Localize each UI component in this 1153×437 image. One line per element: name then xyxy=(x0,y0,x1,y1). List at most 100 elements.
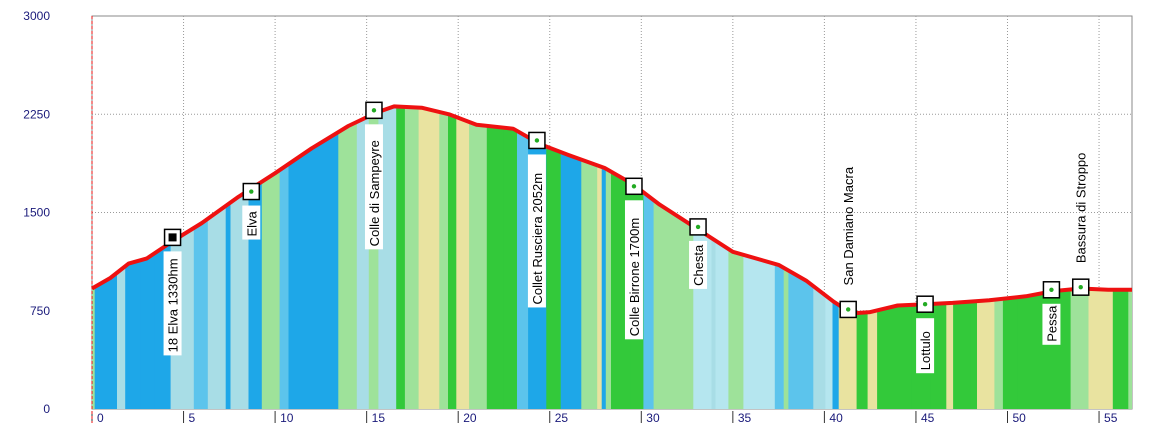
waypoint[interactable]: Pessa xyxy=(1042,281,1061,345)
x-tick-label: 25 xyxy=(555,411,569,425)
surface-stripe xyxy=(396,106,406,409)
surface-stripe xyxy=(279,106,290,409)
surface-stripe xyxy=(503,106,518,409)
waypoint-label: San Damiano Macra xyxy=(841,166,856,285)
surface-stripe xyxy=(225,106,232,409)
surface-stripe xyxy=(338,106,354,409)
waypoint[interactable]: Collet Rusciera 2052m xyxy=(527,131,546,308)
surface-stripe xyxy=(643,106,655,409)
waypoint-label-bg xyxy=(527,154,546,308)
surface-stripe xyxy=(429,106,440,409)
waypoint-label: Lottulo xyxy=(918,331,933,370)
surface-stripe xyxy=(573,106,582,409)
surface-stripe xyxy=(560,106,574,409)
surface-stripe xyxy=(368,106,380,409)
surface-stripe xyxy=(353,106,358,409)
surface-stripe xyxy=(1032,106,1040,409)
waypoint-marker-dot xyxy=(534,138,540,143)
surface-stripe xyxy=(378,106,397,409)
surface-stripe xyxy=(448,106,457,409)
waypoint-marker-dot xyxy=(845,307,851,312)
surface-stripe xyxy=(676,106,694,409)
waypoint-label-bg xyxy=(364,124,383,250)
surface-stripe xyxy=(305,106,311,409)
surface-stripe xyxy=(179,106,195,409)
waypoint-marker-dot xyxy=(249,189,254,194)
surface-stripe xyxy=(791,106,805,409)
y-tick-label: 1500 xyxy=(23,206,50,220)
surface-stripe xyxy=(486,106,505,409)
elevation-line xyxy=(91,104,1132,316)
waypoint-marker-dot xyxy=(922,302,928,307)
surface-stripe xyxy=(517,106,529,409)
x-tick-label: 15 xyxy=(372,411,386,425)
waypoint-label: Chesta xyxy=(691,244,706,286)
waypoint-label-bg xyxy=(242,205,261,240)
waypoint-label-bg xyxy=(916,318,935,374)
x-tick-label: 5 xyxy=(189,411,196,425)
waypoint-label-bg xyxy=(624,200,643,340)
waypoint-marker-fill xyxy=(168,233,177,242)
surface-stripe xyxy=(439,106,449,409)
waypoint-marker-dot xyxy=(371,108,377,113)
surface-stripe xyxy=(125,106,141,409)
waypoint-label-bg xyxy=(689,240,708,289)
surface-stripe xyxy=(261,106,281,409)
x-tick-label: 35 xyxy=(738,411,752,425)
waypoint-label: 18 Elva 1330hm xyxy=(166,258,181,352)
x-tick-label: 40 xyxy=(829,411,843,425)
surface-stripe xyxy=(310,106,321,409)
surface-stripe xyxy=(711,106,717,409)
surface-stripe xyxy=(653,106,660,409)
waypoint-label: Colle di Sampeyre xyxy=(367,140,382,246)
x-tick-label: 0 xyxy=(97,411,104,425)
x-tick-label: 45 xyxy=(921,411,935,425)
surface-stripe xyxy=(456,106,470,409)
waypoint-label: Elva xyxy=(244,210,259,236)
surface-stripe xyxy=(877,106,896,409)
surface-stripe xyxy=(601,106,607,409)
waypoint-label: Pessa xyxy=(1044,305,1059,342)
surface-stripe xyxy=(581,106,598,409)
y-tick-label: 3000 xyxy=(23,9,50,23)
x-tick-label: 20 xyxy=(463,411,477,425)
surface-stripe xyxy=(546,106,562,409)
x-tick-label: 10 xyxy=(280,411,294,425)
y-tick-label: 750 xyxy=(30,304,50,318)
surface-stripe xyxy=(404,106,420,409)
surface-stripe xyxy=(320,106,339,409)
surface-stripe xyxy=(605,106,612,409)
waypoint-label: Bassura di Stroppo xyxy=(1074,153,1089,264)
axes: 0 750 1500 2250 3000 0 5 10 15 20 25 30 35 40 45 50 55 xyxy=(23,9,1117,425)
waypoint[interactable]: Lottulo xyxy=(916,295,935,374)
surface-stripe xyxy=(728,106,744,409)
x-tick-label: 50 xyxy=(1012,411,1026,425)
surface-stripe xyxy=(469,106,488,409)
x-tick-label: 55 xyxy=(1104,411,1118,425)
waypoint[interactable]: Colle Birrone 1700m xyxy=(624,177,643,340)
waypoint[interactable]: Elva xyxy=(242,182,261,240)
y-tick-label: 2250 xyxy=(23,107,50,121)
surface-stripe xyxy=(708,106,713,409)
waypoints: 18 Elva 1330hm Elva Colle di Sampeyre Colle… xyxy=(163,101,1090,374)
waypoint-marker-dot xyxy=(695,224,701,230)
waypoint[interactable]: Colle di Sampeyre xyxy=(364,101,383,250)
waypoint[interactable]: Bassura di Stroppo xyxy=(1071,153,1090,296)
waypoint[interactable]: San Damiano Macra xyxy=(839,166,857,319)
surface-stripe xyxy=(872,106,878,409)
waypoint[interactable]: Chesta xyxy=(689,218,708,289)
x-tick-label: 30 xyxy=(646,411,660,425)
waypoint-label: Colle Birrone 1700m xyxy=(627,218,642,337)
waypoint-marker-dot xyxy=(1078,284,1083,290)
elevation-series-line xyxy=(91,104,1132,316)
surface-stripe xyxy=(418,106,431,409)
surface-stripe xyxy=(825,106,834,409)
waypoint-label-bg xyxy=(1042,303,1061,345)
surface-stripe xyxy=(894,106,913,409)
waypoint[interactable]: 18 Elva 1330hm xyxy=(163,228,182,356)
waypoint-label: Collet Rusciera 2052m xyxy=(530,173,545,305)
waypoint-marker-dot xyxy=(631,184,637,189)
surface-stripe xyxy=(757,106,776,409)
surface-stripe xyxy=(117,106,126,409)
